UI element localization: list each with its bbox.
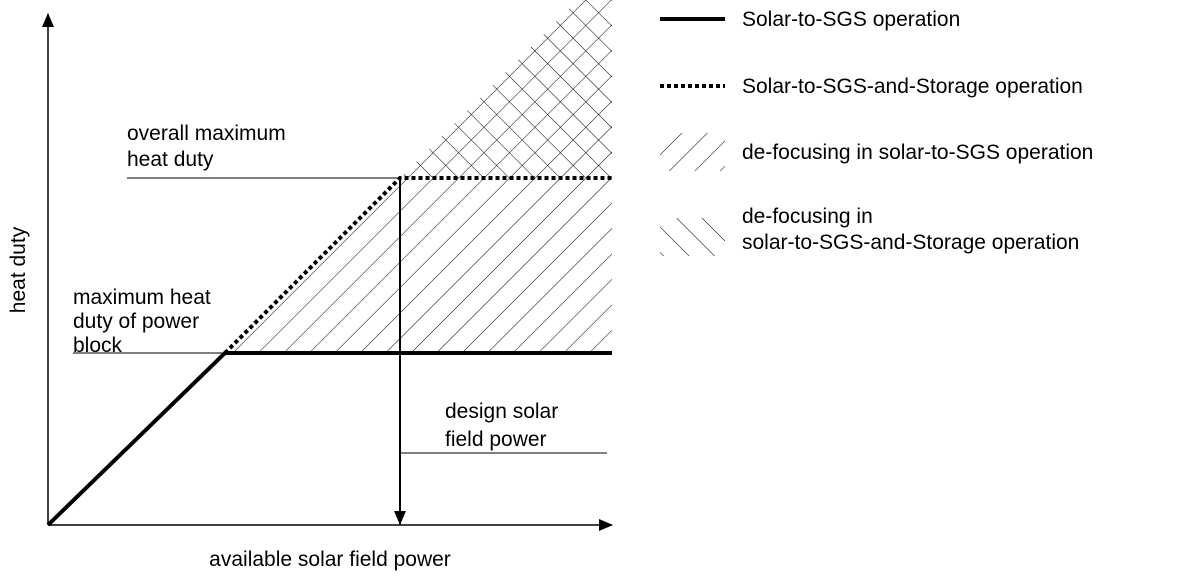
text-line: solar-to-SGS-and-Storage operation (742, 231, 1079, 254)
legend-label: de-focusing in solar-to-SGS operation (742, 141, 1093, 164)
annotation-line: duty of power (73, 310, 199, 333)
annotation-line: overall maximum (127, 122, 286, 145)
legend-label: de-focusing in solar-to-SGS-and-Storage … (742, 205, 1079, 254)
legend-swatch (660, 218, 725, 256)
defocus-storage-area-cross (400, 0, 612, 178)
annotation-line: field power (445, 428, 547, 451)
text-line: de-focusing in (742, 205, 873, 228)
defocus-sgs-area (225, 178, 612, 353)
annotation-line: maximum heat (73, 286, 211, 309)
annotation-line: block (73, 334, 123, 357)
text-line: Solar-to-SGS-and-Storage operation (742, 75, 1083, 98)
annotation: overall maximum heat duty (127, 122, 292, 171)
legend-swatch (660, 133, 725, 171)
annotation-line: design solar (445, 400, 558, 423)
text-line: de-focusing in solar-to-SGS operation (742, 141, 1093, 164)
y-axis-label: heat duty (7, 226, 30, 313)
text-line: Solar-to-SGS operation (742, 8, 960, 31)
legend-label: Solar-to-SGS-and-Storage operation (742, 75, 1083, 98)
legend-label: Solar-to-SGS operation (742, 8, 960, 31)
annotation-line: heat duty (127, 148, 214, 171)
annotation: design solar field power (445, 400, 564, 451)
x-axis-label: available solar field power (209, 548, 451, 571)
annotation: maximum heat duty of power block (73, 286, 217, 357)
